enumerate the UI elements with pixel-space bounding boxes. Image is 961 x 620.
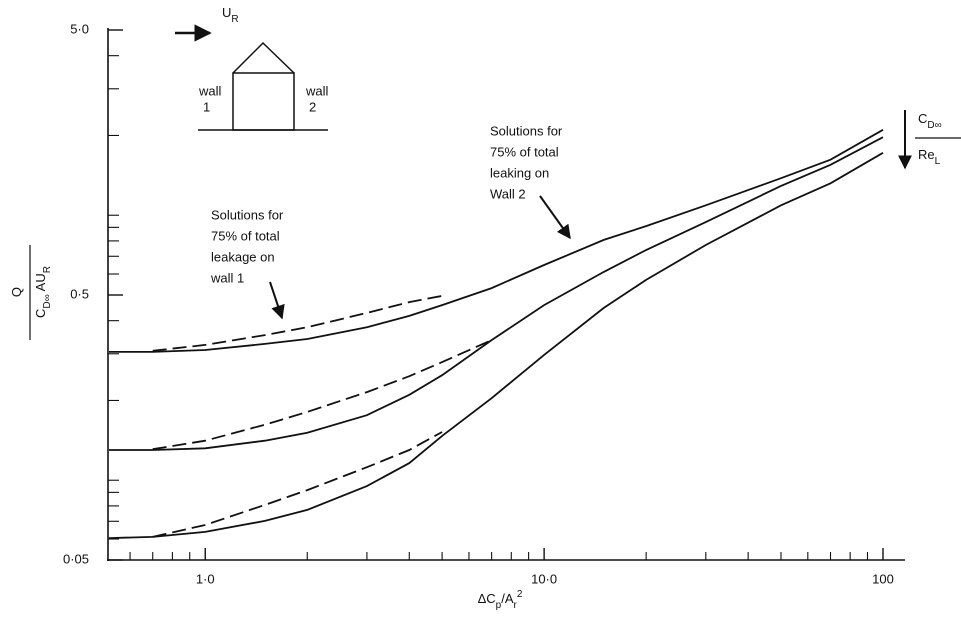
- label-part: C: [33, 309, 48, 318]
- x-axis-label: ΔCp/Ar2: [478, 589, 523, 611]
- annotation-arrow: [270, 282, 282, 318]
- label-part: Q: [9, 287, 24, 297]
- label-part: D∞: [42, 294, 53, 308]
- chart: UR wall 1 wall 2 1·010·01000·050·55·0ΔCp…: [0, 0, 961, 620]
- label-part: U: [222, 5, 231, 20]
- annotation: Solutions for: [211, 207, 284, 222]
- y-axis-label: Q: [9, 287, 24, 297]
- label-part: D∞: [927, 120, 941, 131]
- label-part: /A: [501, 591, 514, 606]
- x-tick-label: 10·0: [531, 571, 557, 586]
- right-label: CD∞: [918, 111, 942, 131]
- axes: [107, 28, 905, 561]
- label-part: 2: [517, 589, 523, 600]
- annotation: 75% of total: [211, 228, 280, 243]
- annotation: wall 1: [210, 270, 244, 285]
- wall-label: wall: [305, 83, 329, 98]
- annotation: Solutions for: [490, 123, 563, 138]
- label-part: ΔC: [478, 591, 496, 606]
- annotation: Wall 2: [490, 186, 526, 201]
- flow-label: UR: [222, 5, 239, 25]
- annotation: leakage on: [211, 249, 275, 264]
- annotation: 75% of total: [490, 144, 559, 159]
- wall-label: 1: [203, 99, 210, 114]
- building: [233, 73, 294, 130]
- wall-label: wall: [198, 83, 222, 98]
- y-tick-label: 0·5: [70, 286, 89, 301]
- y-tick-label: 0·05: [63, 551, 89, 566]
- label-part: C: [918, 111, 927, 126]
- label-part: AU: [33, 273, 48, 294]
- roof: [233, 43, 294, 73]
- label-part: r: [514, 600, 518, 611]
- inset-diagram: UR wall 1 wall 2: [175, 5, 329, 130]
- y-tick-label: 5·0: [70, 21, 89, 36]
- x-tick-label: 100: [872, 571, 894, 586]
- label-part: R: [231, 14, 238, 25]
- annotation-arrow: [540, 196, 570, 238]
- right-label: ReL: [918, 147, 941, 167]
- label-part: R: [42, 266, 53, 273]
- label-part: Re: [918, 147, 935, 162]
- y-axis-label: CD∞ AUR: [33, 266, 53, 318]
- wall-label: 2: [309, 99, 316, 114]
- x-tick-label: 1·0: [196, 571, 215, 586]
- label-part: L: [935, 156, 941, 167]
- dashed-curve: [153, 296, 442, 351]
- annotation: leaking on: [490, 165, 549, 180]
